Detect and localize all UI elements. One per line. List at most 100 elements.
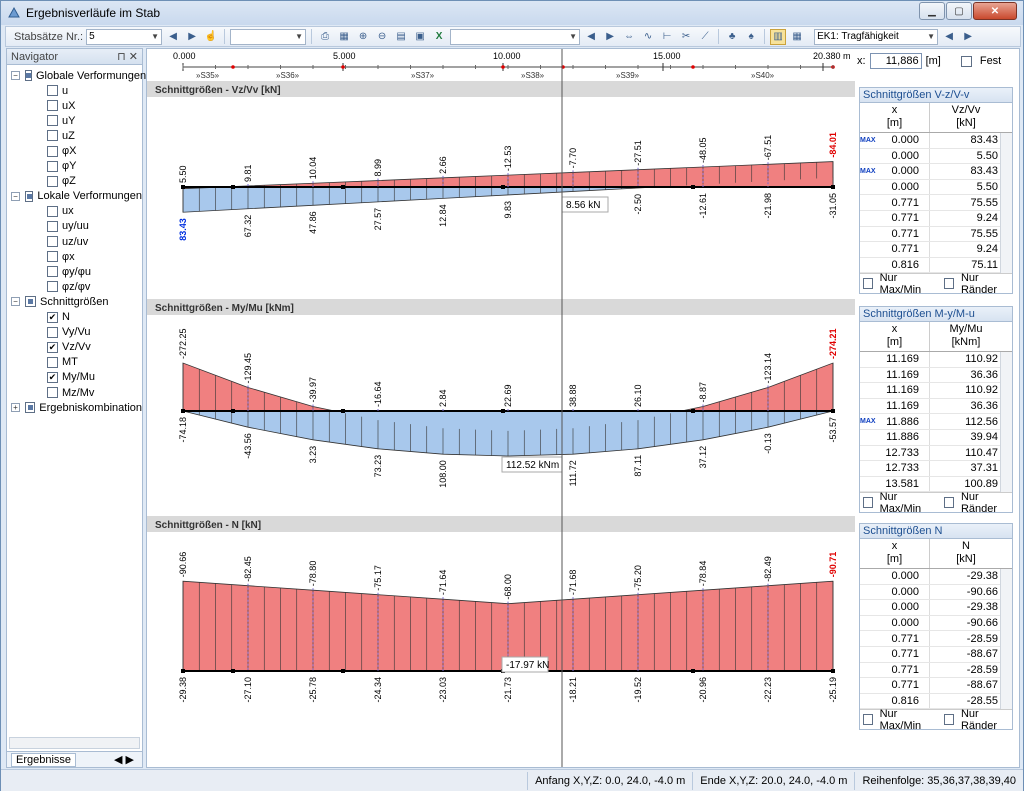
tab-ergebnisse[interactable]: Ergebnisse [11,752,77,767]
table-row[interactable]: 0.816 -28.55 [860,693,1012,710]
table-row[interactable]: 0.000 5.50 [860,179,1012,196]
expand-toggle-icon[interactable]: − [11,191,20,201]
nav-item[interactable]: φy/φu [7,264,142,279]
table-row[interactable]: 0.000 -29.38 [860,600,1012,616]
nav-item[interactable]: φx [7,249,142,264]
pick-member-icon[interactable]: ☝ [204,31,218,42]
nur-raender-checkbox[interactable] [944,497,954,509]
prev-arrow-icon[interactable]: ◀ [169,31,177,42]
fit-icon[interactable]: ⇔ [624,31,635,42]
nav-checkbox[interactable] [47,85,58,97]
nav-checkbox[interactable] [47,220,58,232]
nav-item[interactable]: − Lokale Verformungen [7,189,142,204]
loadcase-select[interactable]: EK1: Tragfähigkeit ▼ [814,28,939,45]
model-icon[interactable]: ♠ [748,31,754,42]
nav-item[interactable]: Mz/Mv [7,385,142,400]
nav-item[interactable]: uY [7,113,142,128]
table-row[interactable]: 0.771 9.24 [860,210,1012,227]
table-row[interactable]: 12.733 37.31 [860,461,1012,477]
table-row[interactable]: 0.000 5.50 [860,148,1012,165]
table-row[interactable]: 0.771 -88.67 [860,678,1012,694]
nav-checkbox[interactable] [47,205,58,217]
panel-scrollbar[interactable] [1000,569,1012,710]
pin-icon[interactable]: ⊓ ✕ [117,51,138,63]
table-row[interactable]: 0.771 -88.67 [860,646,1012,663]
next-loadcase-icon[interactable]: ▶ [964,31,972,42]
result-type-select[interactable]: ▼ [230,28,307,45]
nav-item[interactable]: uy/uu [7,219,142,234]
nav-item[interactable]: ✔ My/Mu [7,370,142,385]
nur-maxmin-checkbox[interactable] [863,497,873,509]
nav-item[interactable]: uZ [7,128,142,143]
nav-item[interactable]: ✔ Vz/Vv [7,340,142,355]
next-arrow-icon[interactable]: ▶ [188,31,196,42]
x-input[interactable]: 11,886 [869,53,922,69]
color-scale-icon[interactable]: ▤ [396,31,406,42]
zoom-out-icon[interactable]: ⊖ [377,31,387,42]
table-row[interactable]: 0.771 75.55 [860,195,1012,211]
nav-checkbox[interactable] [47,281,58,293]
nav-checkbox[interactable]: ✔ [47,311,58,323]
expand-toggle-icon[interactable]: − [11,297,20,307]
nav-item[interactable]: ✔ N [7,310,142,325]
nav-item[interactable]: φY [7,159,142,174]
table-row[interactable]: MAX 0.000 83.43 [860,164,1012,180]
location-select[interactable]: ▼ [450,28,581,45]
table-row[interactable]: 0.771 75.55 [860,226,1012,243]
nav-item[interactable]: MT [7,355,142,370]
nav-checkbox[interactable] [25,402,36,414]
nav-checkbox[interactable]: ✔ [47,341,58,353]
nav-item[interactable]: uz/uv [7,234,142,249]
table-row[interactable]: 12.733 110.47 [860,445,1012,462]
nav-item[interactable]: u [7,83,142,98]
nav-item[interactable]: + Ergebniskombination [7,400,142,415]
fest-checkbox[interactable] [960,55,972,67]
nav-checkbox[interactable] [47,100,58,112]
nav-item[interactable]: − Schnittgrößen [7,294,142,309]
table-row[interactable]: 0.771 -28.59 [860,662,1012,679]
cut-icon[interactable]: ✂ [681,31,691,42]
expand-toggle-icon[interactable]: + [11,403,20,413]
nur-maxmin-checkbox[interactable] [863,278,873,290]
panel-scrollbar[interactable] [1000,133,1012,274]
zoom-in-icon[interactable]: ⊕ [358,31,368,42]
nur-raender-checkbox[interactable] [944,714,954,726]
table-row[interactable]: 0.771 9.24 [860,242,1012,258]
table-row[interactable]: 11.886 39.94 [860,429,1012,446]
nav-checkbox[interactable] [47,356,58,368]
nav-checkbox[interactable] [47,175,58,187]
nav-checkbox[interactable] [47,266,58,278]
close-button[interactable]: ✕ [973,2,1017,20]
nav-checkbox[interactable] [25,190,34,202]
table-row[interactable]: 0.000 -90.66 [860,584,1012,601]
expand-toggle-icon[interactable]: − [11,71,20,81]
nav-item[interactable]: φz/φv [7,279,142,294]
table-row[interactable]: 0.000 -90.66 [860,615,1012,632]
nav-item[interactable]: uX [7,98,142,113]
table-row[interactable]: 13.581 100.89 [860,476,1012,493]
settings-icon[interactable]: ▦ [339,31,349,42]
table-row[interactable]: 0.771 -28.59 [860,631,1012,647]
navigator-scrollbar[interactable] [9,737,140,749]
nav-checkbox[interactable] [47,236,58,248]
save-icon[interactable]: ▣ [415,31,425,42]
table-row[interactable]: 0.816 75.11 [860,257,1012,274]
nav-item[interactable]: Vy/Vu [7,325,142,340]
tab-arrows-icon[interactable]: ◀ ▶ [114,754,134,766]
nav-item[interactable]: φX [7,143,142,158]
nur-maxmin-checkbox[interactable] [863,714,873,726]
maximize-button[interactable]: ▢ [946,2,972,20]
table-row[interactable]: 0.000 -29.38 [860,569,1012,585]
table-row[interactable]: MAX 0.000 83.43 [860,133,1012,149]
nav-item[interactable]: − Globale Verformungen [7,68,146,83]
smooth-icon[interactable]: ∿ [643,31,653,42]
nav-checkbox[interactable] [47,115,58,127]
nav-item[interactable]: φZ [7,174,142,189]
nav-item[interactable]: ux [7,204,142,219]
member-icon[interactable]: ⊢ [662,31,672,42]
prev-loadcase-icon[interactable]: ◀ [945,31,953,42]
nav-checkbox[interactable] [25,296,36,308]
nav-checkbox[interactable] [47,251,58,263]
table-row[interactable]: MAX 11.886 112.56 [860,414,1012,430]
values-icon[interactable]: ▦ [792,31,802,42]
